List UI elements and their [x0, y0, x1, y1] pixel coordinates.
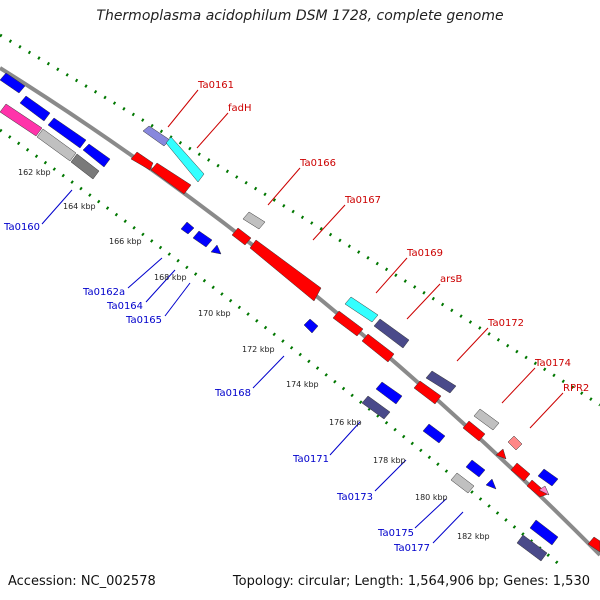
gene-feature[interactable] — [373, 318, 410, 349]
gene-feature[interactable] — [450, 472, 475, 494]
gene-label-ta0171[interactable]: Ta0171 — [292, 454, 329, 465]
position-label: 168 kbp — [154, 273, 187, 282]
gene-feature[interactable] — [495, 448, 507, 460]
gene-label-ta0167[interactable]: Ta0167 — [344, 195, 381, 206]
gene-feature[interactable] — [529, 519, 559, 546]
gene-label-ta0169[interactable]: Ta0169 — [406, 248, 443, 259]
position-label: 180 kbp — [415, 493, 448, 502]
gene-label-ta0173[interactable]: Ta0173 — [336, 492, 373, 503]
gene-feature[interactable] — [425, 370, 457, 394]
gene-feature[interactable] — [473, 408, 500, 431]
gene-feature[interactable] — [485, 478, 497, 490]
gene-feature[interactable] — [47, 117, 87, 149]
gene-feature[interactable] — [344, 296, 379, 323]
gene-feature[interactable] — [70, 153, 100, 180]
gene-feature[interactable] — [465, 459, 486, 478]
gene-label-ta0160[interactable]: Ta0160 — [3, 222, 40, 233]
leader-line — [529, 392, 564, 429]
leader-line — [329, 421, 361, 456]
gene-feature[interactable] — [150, 162, 192, 195]
leader-line — [196, 112, 229, 149]
position-label: 176 kbp — [329, 418, 362, 427]
leader-line — [252, 355, 285, 389]
leader-line — [456, 327, 489, 362]
leader-line — [432, 511, 464, 544]
position-label: 178 kbp — [373, 456, 406, 465]
gene-feature[interactable] — [587, 536, 600, 553]
gene-feature[interactable] — [507, 435, 523, 451]
position-label: 174 kbp — [286, 380, 319, 389]
gene-feature[interactable] — [82, 143, 111, 168]
leader-line — [145, 269, 176, 303]
leader-line — [375, 257, 408, 294]
gene-feature[interactable] — [361, 333, 395, 363]
gene-label-ta0172[interactable]: Ta0172 — [487, 318, 524, 329]
gene-feature[interactable] — [242, 211, 266, 230]
gene-feature[interactable] — [332, 310, 364, 337]
gene-feature[interactable] — [180, 221, 195, 235]
leader-line — [414, 498, 447, 529]
gene-label-ta0168[interactable]: Ta0168 — [214, 388, 251, 399]
gene-feature[interactable] — [510, 462, 531, 482]
gene-feature[interactable] — [231, 227, 252, 246]
gene-label-rpr2[interactable]: RPR2 — [563, 383, 589, 394]
gene-label-arsb[interactable]: arsB — [440, 274, 462, 285]
accession-label: Accession: NC_002578 — [8, 574, 156, 589]
leader-line — [501, 367, 536, 404]
gene-feature[interactable] — [413, 380, 442, 405]
leader-line — [312, 204, 346, 241]
gene-feature[interactable] — [249, 239, 322, 302]
gene-feature[interactable] — [538, 485, 550, 496]
position-label: 172 kbp — [242, 345, 275, 354]
map-title: Thermoplasma acidophilum DSM 1728, compl… — [96, 8, 504, 24]
gene-feature[interactable] — [516, 534, 548, 562]
gene-label-ta0164[interactable]: Ta0164 — [106, 301, 143, 312]
gene-feature[interactable] — [210, 244, 222, 255]
gene-feature[interactable] — [422, 423, 446, 444]
gene-feature[interactable] — [537, 468, 559, 487]
gene-label-ta0177[interactable]: Ta0177 — [393, 543, 430, 554]
leader-line — [164, 282, 191, 317]
gene-label-ta0166[interactable]: Ta0166 — [299, 158, 336, 169]
inner-tick-track — [0, 128, 561, 567]
outer-tick-track — [0, 33, 600, 407]
gene-feature[interactable] — [0, 103, 43, 137]
gene-label-ta0165[interactable]: Ta0165 — [125, 315, 162, 326]
gene-feature[interactable] — [0, 72, 26, 94]
leader-line — [406, 283, 441, 320]
leader-line — [41, 189, 73, 225]
position-label: 164 kbp — [63, 202, 96, 211]
gene-feature[interactable] — [165, 136, 205, 183]
gene-feature[interactable] — [130, 151, 154, 171]
gene-feature[interactable] — [375, 381, 403, 405]
position-label: 166 kbp — [109, 237, 142, 246]
leader-line — [374, 459, 407, 492]
gene-label-ta0162a[interactable]: Ta0162a — [82, 287, 125, 298]
leader-line — [127, 257, 163, 289]
position-label: 170 kbp — [198, 309, 231, 318]
gene-label-ta0161[interactable]: Ta0161 — [197, 80, 234, 91]
gene-label-ta0174[interactable]: Ta0174 — [534, 358, 571, 369]
leader-line — [167, 89, 199, 128]
gene-feature[interactable] — [19, 95, 51, 122]
genome-summary: Topology: circular; Length: 1,564,906 bp… — [232, 574, 590, 589]
genome-backbone — [0, 66, 600, 557]
gene-feature[interactable] — [303, 318, 319, 334]
gene-feature[interactable] — [462, 420, 486, 442]
gene-label-fadh[interactable]: fadH — [228, 103, 252, 114]
gene-feature[interactable] — [36, 128, 77, 162]
position-label: 162 kbp — [18, 168, 51, 177]
gene-feature[interactable] — [361, 395, 391, 420]
leader-line — [267, 167, 301, 206]
position-label: 182 kbp — [457, 532, 490, 541]
gene-label-ta0175[interactable]: Ta0175 — [377, 528, 414, 539]
gene-feature[interactable] — [192, 230, 213, 248]
